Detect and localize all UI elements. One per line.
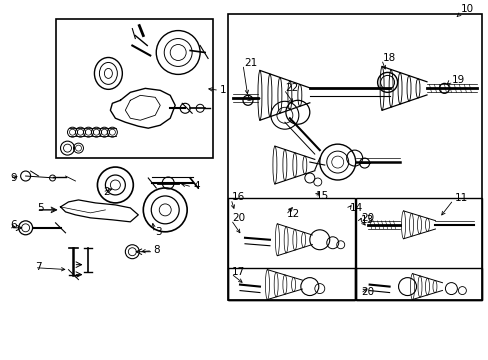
Text: 8: 8 (153, 245, 160, 255)
Text: 20: 20 (361, 213, 374, 223)
Text: 15: 15 (315, 191, 328, 201)
Text: 11: 11 (453, 193, 467, 203)
Bar (355, 268, 481, 300)
Bar (56, 19, 213, 158)
Text: 19: 19 (450, 75, 464, 85)
Text: 20: 20 (361, 287, 374, 297)
Bar (227, 14, 481, 300)
Text: 1: 1 (220, 85, 226, 95)
Text: 18: 18 (382, 54, 395, 63)
Text: 9: 9 (11, 173, 17, 183)
Text: 17: 17 (232, 267, 245, 276)
Text: 12: 12 (286, 209, 300, 219)
Text: 4: 4 (193, 181, 200, 191)
Text: 5: 5 (38, 203, 44, 213)
Text: 6: 6 (11, 220, 17, 230)
Text: 10: 10 (459, 4, 472, 14)
Bar (227, 198, 354, 300)
Text: 16: 16 (232, 192, 245, 202)
Bar (227, 268, 354, 300)
Bar (355, 198, 481, 300)
Text: 3: 3 (155, 227, 162, 237)
Text: 2: 2 (103, 187, 110, 197)
Text: 7: 7 (36, 262, 42, 272)
Text: 13: 13 (360, 215, 373, 225)
Text: 14: 14 (349, 203, 362, 213)
Text: 22: 22 (285, 84, 298, 93)
Text: 21: 21 (244, 58, 257, 68)
Text: 20: 20 (232, 213, 244, 223)
